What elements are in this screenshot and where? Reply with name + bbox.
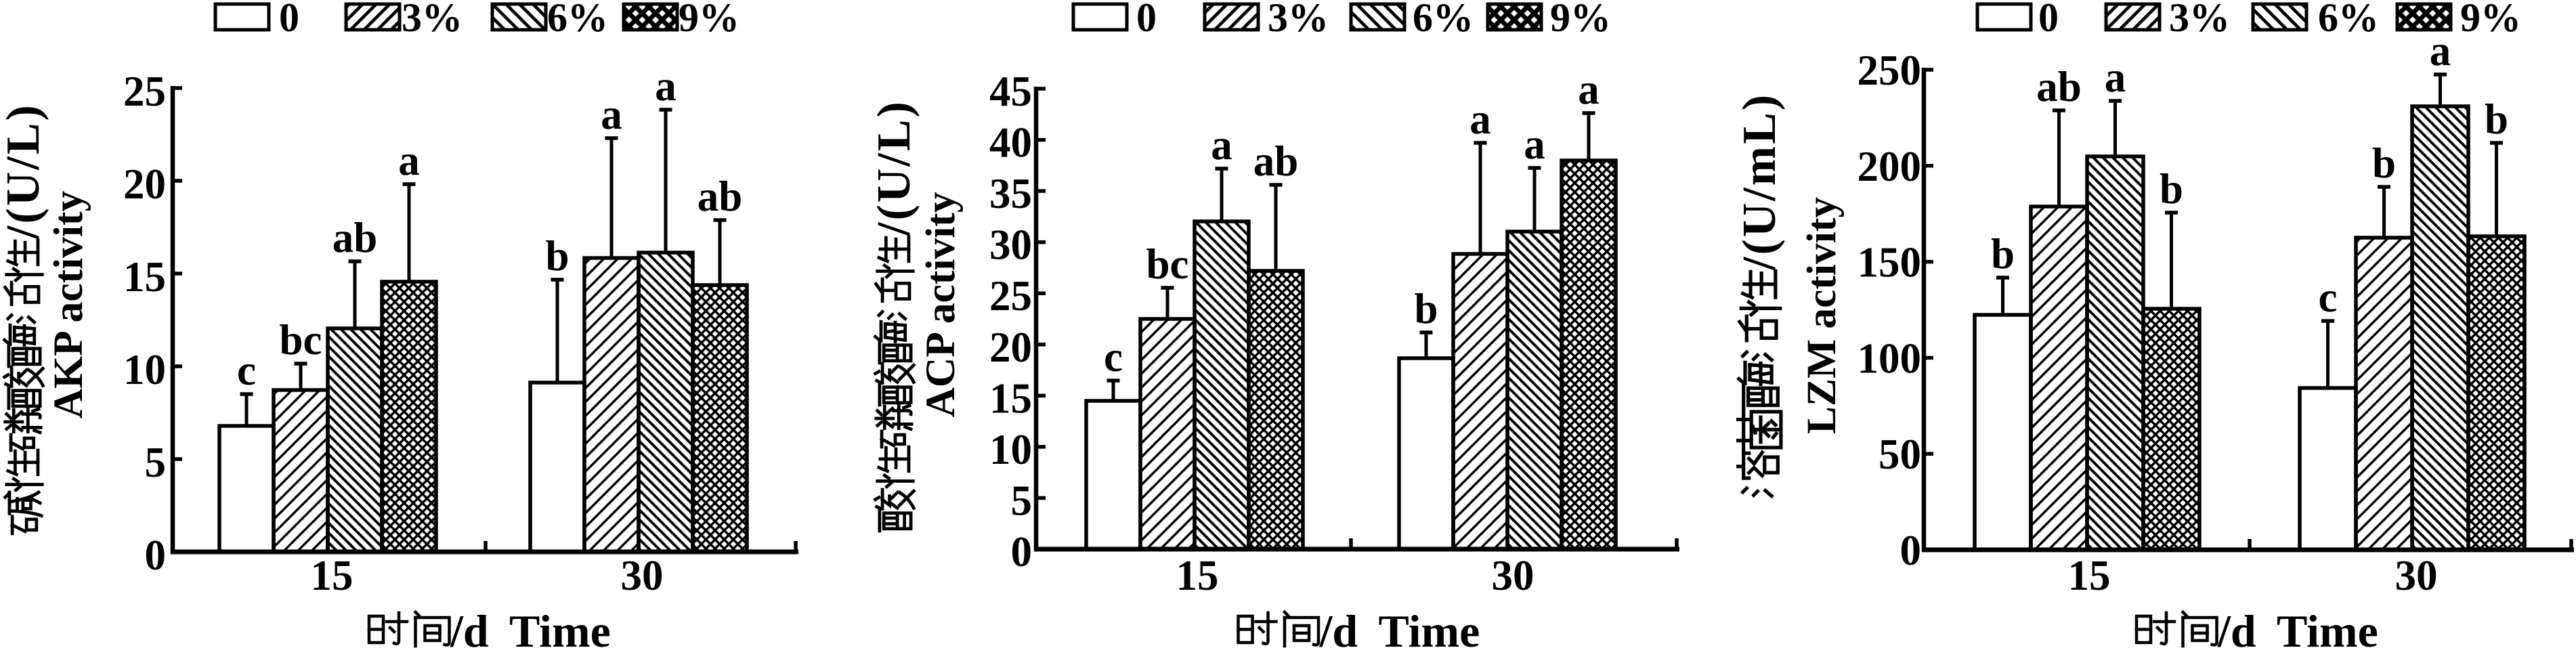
svg-text:/d: /d <box>1319 605 1358 648</box>
svg-text:b: b <box>545 232 569 280</box>
svg-text:b: b <box>1991 230 2015 278</box>
svg-text:/(U/L): /(U/L) <box>868 100 920 236</box>
svg-text:b: b <box>1414 285 1438 332</box>
svg-text:25: 25 <box>123 68 166 115</box>
svg-text:150: 150 <box>1858 239 1922 286</box>
svg-text:35: 35 <box>989 170 1032 217</box>
svg-text:LZM activity: LZM activity <box>1799 197 1845 434</box>
svg-text:ab: ab <box>2036 63 2082 110</box>
svg-text:9%: 9% <box>1550 0 1611 40</box>
svg-text:Time: Time <box>509 605 611 648</box>
svg-text:3%: 3% <box>1268 0 1329 40</box>
svg-text:15: 15 <box>123 253 166 301</box>
svg-text:a: a <box>1211 121 1232 169</box>
svg-text:c: c <box>1104 333 1123 381</box>
svg-text:0: 0 <box>279 0 299 40</box>
svg-text:200: 200 <box>1858 143 1922 190</box>
svg-text:6%: 6% <box>547 0 608 40</box>
svg-text:30: 30 <box>989 221 1032 269</box>
svg-text:30: 30 <box>1492 552 1534 599</box>
svg-text:Time: Time <box>1379 605 1480 648</box>
svg-text:c: c <box>2319 274 2338 321</box>
svg-text:6%: 6% <box>1413 0 1474 40</box>
svg-text:c: c <box>237 347 256 394</box>
svg-text:a: a <box>1524 121 1545 168</box>
svg-text:b: b <box>2372 139 2396 187</box>
svg-text:0: 0 <box>1900 527 1922 574</box>
svg-text:0: 0 <box>145 532 167 579</box>
svg-text:AKP activity: AKP activity <box>45 191 91 419</box>
svg-text:100: 100 <box>1858 334 1922 382</box>
svg-text:ACP activity: ACP activity <box>918 192 964 417</box>
svg-text:15: 15 <box>311 552 353 599</box>
svg-text:a: a <box>1469 95 1491 143</box>
svg-text:0: 0 <box>1011 528 1033 576</box>
svg-text:a: a <box>1578 66 1600 113</box>
svg-text:10: 10 <box>989 426 1032 473</box>
svg-text:5: 5 <box>1011 477 1033 524</box>
svg-text:30: 30 <box>2395 552 2438 599</box>
svg-text:Time: Time <box>2277 605 2378 648</box>
svg-text:0: 0 <box>2038 0 2059 40</box>
svg-text:6%: 6% <box>2318 0 2379 40</box>
svg-text:20: 20 <box>123 160 166 208</box>
svg-text:a: a <box>2430 27 2451 74</box>
svg-text:a: a <box>601 91 622 138</box>
svg-text:9%: 9% <box>679 0 739 40</box>
svg-text:/d: /d <box>450 605 489 648</box>
svg-text:15: 15 <box>1176 552 1219 599</box>
svg-text:15: 15 <box>989 374 1032 422</box>
svg-text:ab: ab <box>1253 137 1299 185</box>
svg-text:5: 5 <box>145 439 167 486</box>
svg-text:/d: /d <box>2217 605 2256 648</box>
svg-text:45: 45 <box>989 68 1032 115</box>
svg-text:/(U/mL): /(U/mL) <box>1734 93 1786 271</box>
svg-text:0: 0 <box>1136 0 1157 40</box>
svg-text:10: 10 <box>123 346 166 393</box>
svg-text:ab: ab <box>332 214 378 261</box>
svg-text:3%: 3% <box>402 0 463 40</box>
svg-text:9%: 9% <box>2460 0 2521 40</box>
svg-text:30: 30 <box>621 552 664 599</box>
svg-text:b: b <box>2485 95 2508 143</box>
svg-text:3%: 3% <box>2169 0 2230 40</box>
svg-text:a: a <box>398 137 420 184</box>
svg-text:40: 40 <box>989 119 1032 167</box>
svg-text:a: a <box>655 62 677 110</box>
svg-text:50: 50 <box>1879 431 1921 478</box>
svg-text:250: 250 <box>1858 47 1922 94</box>
svg-text:15: 15 <box>2068 552 2111 599</box>
svg-text:a: a <box>2105 53 2126 101</box>
svg-text:20: 20 <box>989 324 1032 371</box>
svg-text:/(U/L): /(U/L) <box>0 103 49 240</box>
svg-text:ab: ab <box>697 173 743 220</box>
svg-text:bc: bc <box>1146 240 1189 288</box>
svg-text:b: b <box>2160 165 2183 213</box>
svg-text:25: 25 <box>989 272 1032 320</box>
svg-text:bc: bc <box>280 316 322 364</box>
